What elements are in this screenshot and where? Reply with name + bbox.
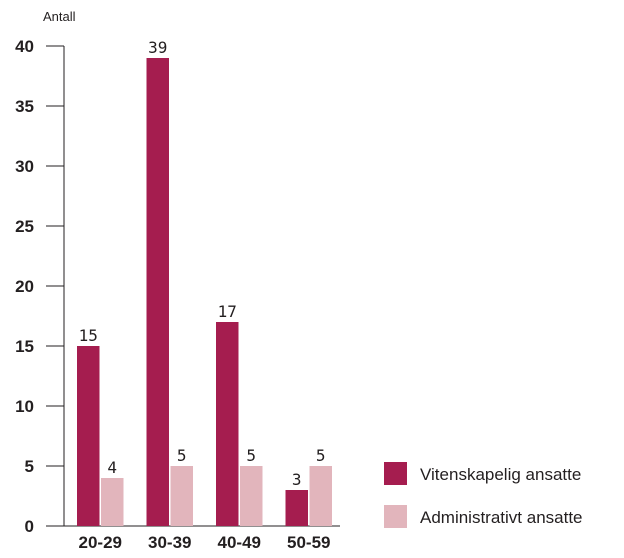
legend-swatch	[384, 462, 407, 485]
y-tick-label: 15	[15, 337, 34, 356]
y-tick-label: 30	[15, 157, 34, 176]
legend-label: Vitenskapelig ansatte	[420, 465, 581, 484]
bars-layer	[77, 58, 332, 526]
x-tick-label: 50-59	[287, 533, 330, 552]
data-label: 4	[107, 458, 117, 477]
data-label: 5	[316, 446, 326, 465]
bar	[240, 466, 263, 526]
y-tick-label: 25	[15, 217, 34, 236]
legend-swatch	[384, 505, 407, 528]
y-tick-label: 5	[25, 457, 34, 476]
bar	[309, 466, 332, 526]
data-label: 5	[177, 446, 187, 465]
bar	[101, 478, 124, 526]
bar	[170, 466, 193, 526]
y-tick-label: 40	[15, 37, 34, 56]
x-tick-label: 30-39	[148, 533, 191, 552]
y-tick-label: 20	[15, 277, 34, 296]
bar	[285, 490, 308, 526]
data-label: 17	[218, 302, 237, 321]
bar	[146, 58, 169, 526]
data-label: 3	[292, 470, 302, 489]
bar	[77, 346, 100, 526]
data-label: 5	[246, 446, 256, 465]
y-tick-label: 35	[15, 97, 34, 116]
x-tick-label: 20-29	[79, 533, 122, 552]
x-tick-label: 40-49	[218, 533, 261, 552]
y-tick-label: 0	[25, 517, 34, 536]
bar	[216, 322, 239, 526]
y-tick-label: 10	[15, 397, 34, 416]
legend-label: Administrativt ansatte	[420, 508, 583, 527]
legend: Vitenskapelig ansatte Administrativt ansa…	[384, 462, 583, 528]
data-label: 39	[148, 38, 167, 57]
data-label: 15	[79, 326, 98, 345]
y-axis-title: Antall	[43, 9, 76, 24]
